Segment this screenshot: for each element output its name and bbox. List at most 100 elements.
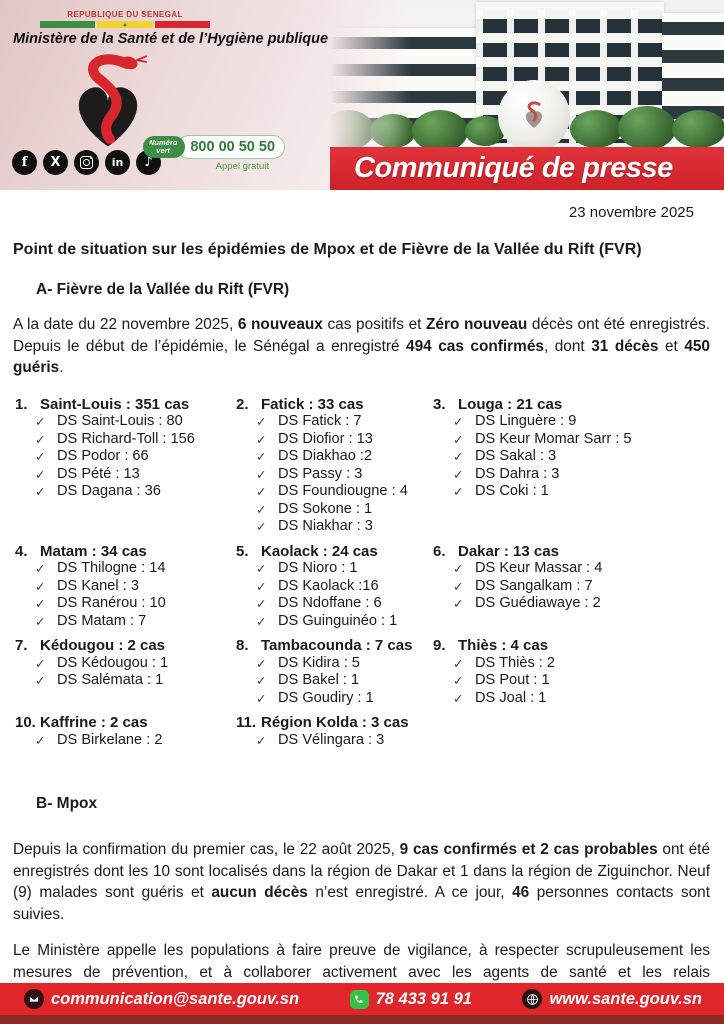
text-segment: .: [59, 359, 64, 376]
region-header: 2. Fatick : 33 cas: [236, 396, 433, 414]
district-label: DS Vélingara : 3: [278, 731, 385, 748]
district-row: ✓ DS Dagana : 36: [35, 483, 236, 501]
check-icon: ✓: [35, 578, 46, 594]
numero-vert-number: 800 00 50 50: [177, 135, 286, 159]
check-icon: ✓: [453, 561, 464, 576]
district-row: ✓ DS Podor : 66: [35, 448, 236, 466]
district-row: ✓ DS Fatick : 7: [256, 413, 433, 431]
district-label: DS Keur Massar : 4: [475, 560, 603, 576]
region-title: Région Kolda : 3 cas: [261, 714, 409, 731]
district-label: DS Richard-Toll : 156: [57, 430, 195, 447]
district-row: ✓ DS Sangalkam : 7: [453, 578, 718, 596]
header: REPUBLIQUE DU SENEGAL Ministère de la Sa…: [0, 0, 724, 190]
instagram-icon[interactable]: [74, 150, 99, 175]
region-title: Dakar : 13 cas: [458, 542, 559, 560]
check-icon: ✓: [256, 732, 267, 748]
region-header: 1. Saint-Louis : 351 cas: [15, 396, 236, 414]
district-label: DS Saint-Louis : 80: [57, 413, 183, 429]
footer-bar: communication@sante.gouv.sn 78 433 91 91…: [0, 983, 724, 1015]
check-icon: ✓: [256, 501, 267, 517]
region-title: Fatick : 33 cas: [261, 395, 364, 413]
district-label: DS Thiès : 2: [475, 654, 556, 671]
section-b-intro: Depuis la confirmation du premier cas, l…: [13, 839, 710, 925]
district-row: ✓ DS Ndoffane : 6: [256, 595, 433, 613]
district-row: ✓ DS Joal : 1: [453, 690, 718, 708]
check-icon: ✓: [453, 449, 464, 464]
district-label: DS Keur Momar Sarr : 5: [475, 430, 632, 447]
district-label: DS Dagana : 36: [57, 483, 161, 499]
numero-vert-label: Numéro vert: [143, 136, 186, 158]
text-segment: 494 cas confirmés: [406, 337, 544, 355]
camera-glyph: [80, 156, 93, 169]
district-label: DS Passy : 3: [278, 465, 363, 482]
check-icon: ✓: [35, 561, 46, 576]
footer-whatsapp[interactable]: 78 433 91 91: [349, 989, 472, 1009]
check-icon: ✓: [35, 613, 46, 629]
district-label: DS Dahra : 3: [475, 465, 560, 482]
republic-label: REPUBLIQUE DU SENEGAL: [67, 10, 183, 19]
region-title: Thiès : 4 cas: [458, 637, 549, 654]
district-row: ✓ DS Kaolack :16: [256, 578, 433, 596]
senegal-flag-stripe: [40, 21, 210, 28]
check-icon: ✓: [256, 449, 267, 464]
check-icon: ✓: [256, 596, 267, 611]
region-number: 1.: [15, 395, 28, 413]
region-item: 1. Saint-Louis : 351 cas ✓ DS Saint-Louis :…: [15, 396, 236, 536]
sphere-logo-icon: [526, 101, 542, 128]
district-label: DS Joal : 1: [475, 689, 547, 706]
footer-email[interactable]: communication@sante.gouv.sn: [24, 989, 299, 1009]
district-row: ✓ DS Nioro : 1: [256, 560, 433, 578]
text-segment: Depuis la confirmation du premier cas, l…: [13, 841, 400, 858]
email-icon: [24, 989, 44, 1009]
ministry-logo: [52, 48, 164, 157]
region-title: Kaffrine : 2 cas: [40, 714, 148, 731]
district-row: ✓ DS Foundiougne : 4: [256, 483, 433, 501]
linkedin-icon[interactable]: in: [105, 150, 130, 175]
footer-website[interactable]: www.sante.gouv.sn: [522, 989, 702, 1009]
check-icon: ✓: [453, 431, 464, 447]
x-twitter-icon[interactable]: X: [43, 150, 68, 175]
region-title: Saint-Louis : 351 cas: [40, 395, 190, 413]
district-label: DS Goudiry : 1: [278, 689, 374, 706]
check-icon: ✓: [35, 466, 46, 482]
date: 23 novembre 2025: [568, 204, 694, 221]
district-label: DS Foundiougne : 4: [278, 483, 408, 499]
region-item: 5. Kaolack : 24 cas ✓ DS Nioro : 1 ✓ DS Kaola…: [236, 543, 433, 631]
region-header: 3. Louga : 21 cas: [433, 396, 718, 414]
region-item: 2. Fatick : 33 cas ✓ DS Fatick : 7 ✓ DS Diofi…: [236, 396, 433, 536]
text-segment: 9 cas confirmés et 2 cas probables: [399, 841, 658, 858]
check-icon: ✓: [453, 596, 464, 611]
numero-vert-label-bottom: vert: [156, 146, 171, 155]
facebook-icon[interactable]: f: [12, 150, 37, 175]
region-item: 7. Kédougou : 2 cas ✓ DS Kédougou : 1 ✓ DS Sa…: [15, 637, 236, 707]
district-label: DS Kaolack :16: [278, 577, 379, 594]
section-a-intro: A la date du 22 novembre 2025, 6 nouveau…: [13, 314, 710, 379]
press-banner: Communiqué de presse: [330, 147, 724, 190]
check-icon: ✓: [453, 655, 464, 671]
check-icon: ✓: [35, 431, 46, 447]
district-label: DS Guinguinéo : 1: [278, 612, 398, 629]
text-segment: aucun décès: [211, 884, 308, 901]
district-label: DS Nioro : 1: [278, 560, 358, 576]
district-row: ✓ DS Thilogne : 14: [35, 560, 236, 578]
flag-red-band: [154, 21, 210, 28]
check-icon: ✓: [453, 578, 464, 594]
check-icon: ✓: [35, 732, 46, 748]
text-segment: , dont: [543, 337, 592, 355]
region-header: 7. Kédougou : 2 cas: [15, 637, 236, 655]
district-row: ✓ DS Keur Momar Sarr : 5: [453, 431, 718, 449]
district-row: ✓ DS Sakal : 3: [453, 448, 718, 466]
region-number: 6.: [433, 542, 446, 560]
check-icon: ✓: [453, 466, 464, 482]
district-row: ✓ DS Kidira : 5: [256, 655, 433, 673]
region-number: 9.: [433, 637, 446, 654]
text-segment: décès ont été enregistrés. Depuis le déb…: [13, 316, 710, 355]
district-label: DS Sangalkam : 7: [475, 577, 593, 594]
region-item: 6. Dakar : 13 cas ✓ DS Keur Massar : 4 ✓ DS S…: [433, 543, 718, 631]
check-icon: ✓: [453, 414, 464, 429]
region-header: 6. Dakar : 13 cas: [433, 543, 718, 561]
district-row: ✓ DS Kanel : 3: [35, 578, 236, 596]
flag-yellow-band: [97, 21, 153, 28]
district-row: ✓ DS Vélingara : 3: [256, 732, 433, 750]
